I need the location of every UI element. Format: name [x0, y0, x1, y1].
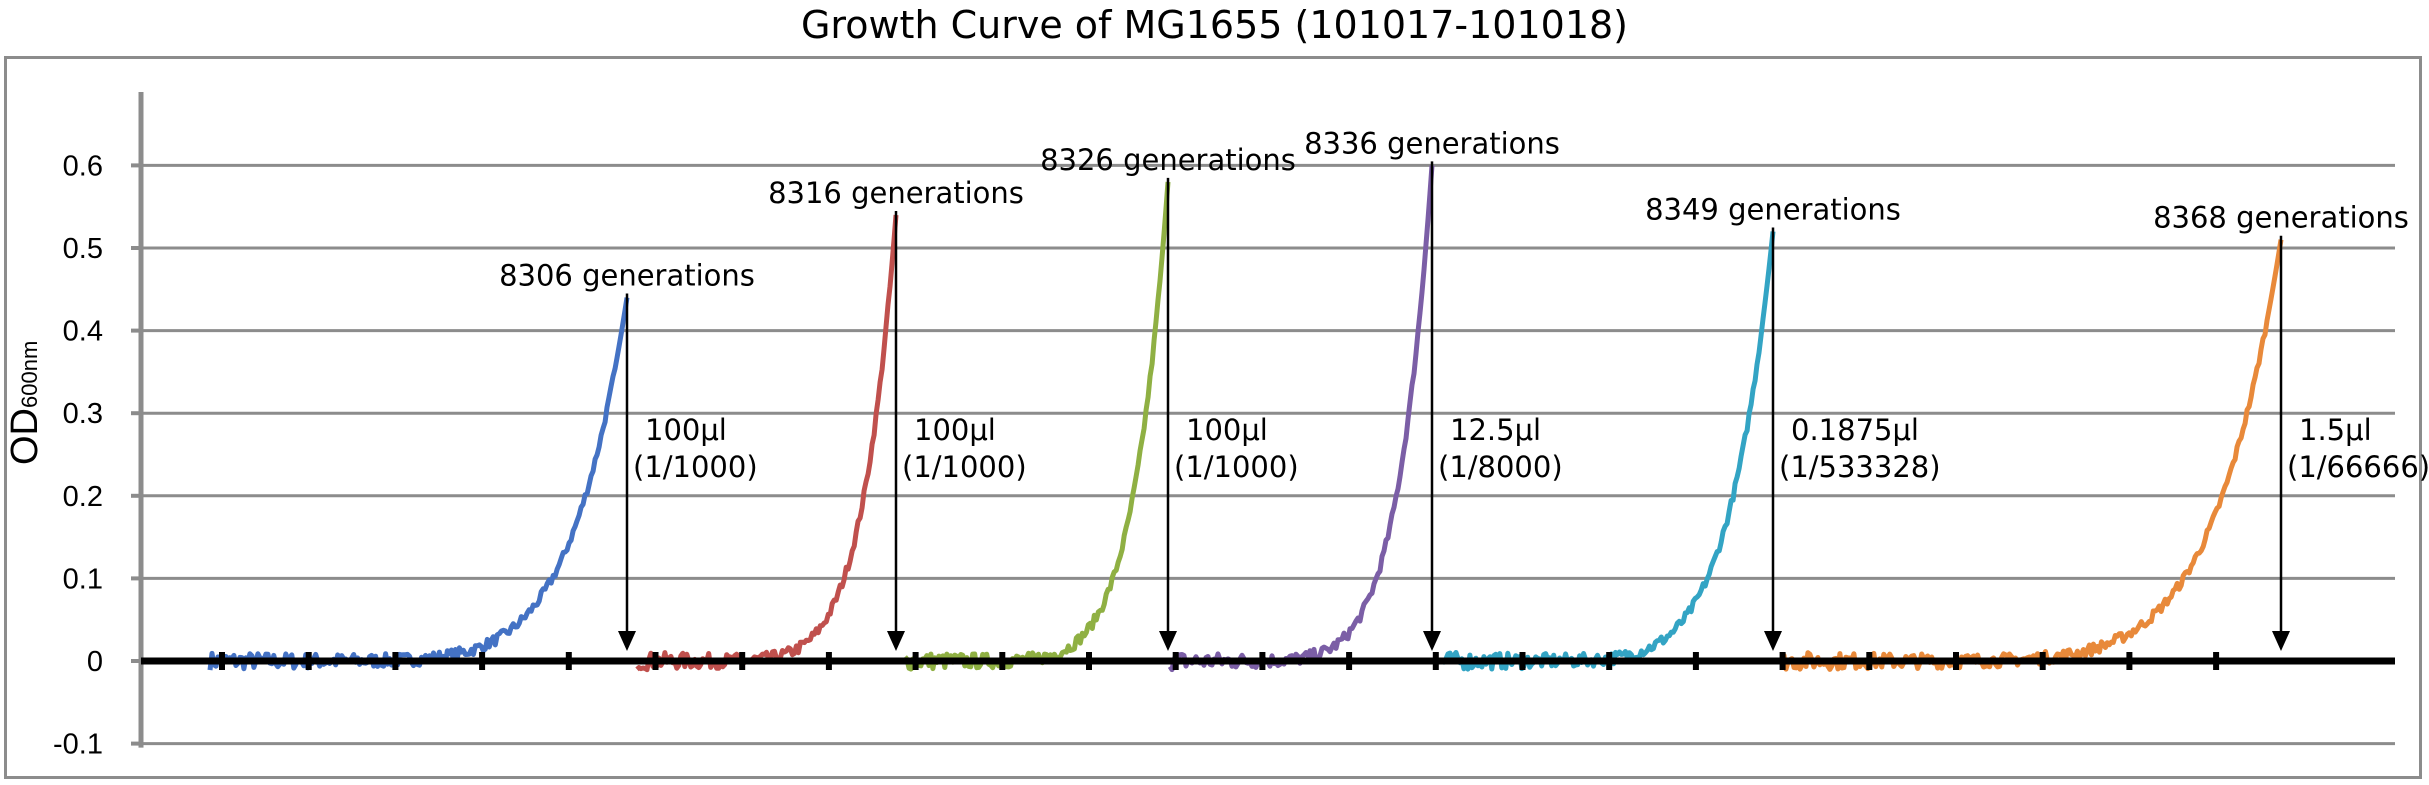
y-tick-label: 0.5 [63, 233, 103, 265]
y-tick-label: -0.1 [53, 729, 103, 761]
y-tick-label: 0.3 [63, 398, 103, 430]
y-tick-label: 0.1 [63, 563, 103, 595]
generation-label: 8326 generations [1040, 143, 1296, 177]
series-line [207, 297, 630, 672]
generation-label: 8316 generations [768, 176, 1024, 210]
y-tick-label: 0.4 [63, 316, 103, 348]
dilution-ratio-label: (1/533328) [1779, 450, 1941, 484]
dilution-ratio-label: (1/1000) [902, 450, 1027, 484]
chart-title: Growth Curve of MG1655 (101017-101018) [800, 3, 1629, 47]
y-tick-label: 0.6 [63, 150, 103, 182]
dilution-volume-label: 100μl [1186, 413, 1268, 447]
axes: -0.1 0 0.1 0.2 0.3 0.4 0.5 0.6 [53, 92, 2395, 761]
dilution-volume-label: 100μl [645, 413, 727, 447]
y-axis-label-subscript: 600nm [17, 341, 42, 408]
y-tick-label: 0.2 [63, 481, 103, 513]
dilution-volume-label: 100μl [914, 413, 996, 447]
dilution-ratio-label: (1/66666) [2287, 450, 2429, 484]
dilution-arrowhead [1159, 631, 1177, 651]
y-axis-label-main: OD [4, 408, 46, 465]
dilution-volume-label: 0.1875μl [1791, 413, 1919, 447]
dilution-ratio-label: (1/8000) [1438, 450, 1563, 484]
y-tick-label: 0 [87, 646, 103, 678]
gridlines [141, 163, 2395, 746]
y-axis-label: OD600nm [4, 341, 46, 465]
dilution-arrowhead [1764, 631, 1782, 651]
dilution-volume-label: 1.5μl [2299, 413, 2372, 447]
dilution-volume-label: 12.5μl [1450, 413, 1541, 447]
chart-frame [4, 56, 2422, 779]
dilution-arrowhead [2272, 631, 2290, 651]
dilution-arrowhead [618, 631, 636, 651]
generation-label: 8349 generations [1645, 192, 1901, 226]
dilution-arrowhead [887, 631, 905, 651]
generation-label: 8306 generations [499, 259, 755, 293]
dilution-ratio-label: (1/1000) [633, 450, 758, 484]
dilution-ratio-label: (1/1000) [1174, 450, 1299, 484]
generation-label: 8336 generations [1304, 126, 1560, 160]
dilution-arrowhead [1423, 631, 1441, 651]
generation-label: 8368 generations [2153, 201, 2409, 235]
